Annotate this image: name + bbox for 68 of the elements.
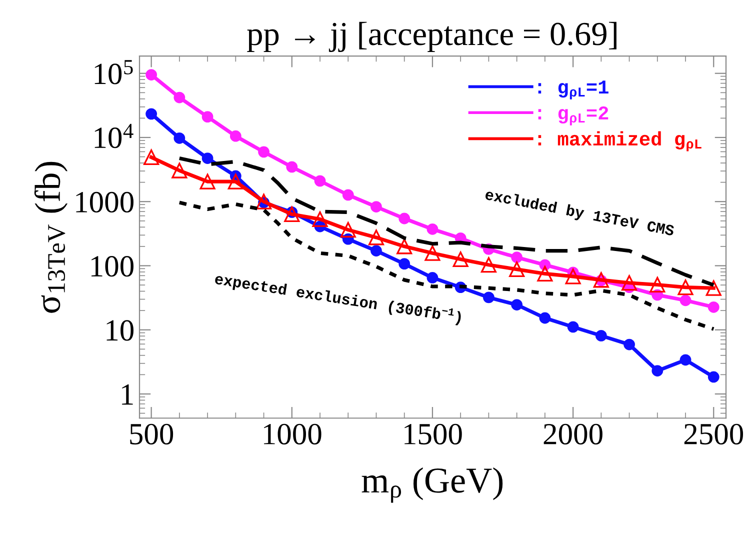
- point: [396, 238, 412, 254]
- y-axis-title: σ$_{13TeV}$ (fb): [34, 162, 68, 313]
- point: [680, 294, 692, 306]
- point: [426, 272, 438, 284]
- point: [426, 223, 438, 235]
- x-tick-label: 1000: [264, 424, 322, 444]
- point: [174, 132, 186, 144]
- point: [480, 257, 496, 273]
- y-tick-label: 10: [106, 320, 134, 341]
- point: [452, 252, 468, 268]
- point: [622, 275, 638, 291]
- x-axis-title: m$_{ρ}$ (GeV): [362, 467, 503, 503]
- point: [539, 312, 551, 324]
- annotation: excluded by 13TeV CMS: [484, 188, 675, 239]
- point: [144, 149, 160, 166]
- point: [708, 301, 720, 313]
- point: [200, 174, 216, 190]
- point: [174, 92, 186, 104]
- y-tick-label: 1: [122, 384, 133, 405]
- point: [509, 262, 525, 278]
- y-tick-label: 10$^{5}$: [94, 60, 133, 84]
- point: [314, 175, 326, 187]
- point: [312, 211, 328, 227]
- point: [680, 354, 692, 366]
- point: [511, 252, 523, 264]
- point: [340, 222, 356, 238]
- point: [652, 365, 664, 376]
- point: [424, 245, 440, 261]
- point: [398, 258, 410, 270]
- legend-label: : maximized g$_{ρL}$: [538, 131, 702, 152]
- point: [537, 266, 553, 282]
- point: [256, 194, 272, 210]
- point: [708, 371, 720, 383]
- point: [370, 201, 382, 212]
- y-tick-label: 1000: [76, 192, 134, 212]
- point: [650, 276, 666, 293]
- x-tick-label: 2500: [684, 424, 744, 444]
- point: [284, 206, 300, 222]
- legend-label: : g$_{ρL}$=1: [538, 80, 608, 100]
- point: [398, 212, 410, 224]
- x-tick-label: 500: [130, 424, 174, 444]
- point: [370, 245, 382, 256]
- x-tick-label: 2000: [544, 424, 602, 444]
- point: [595, 330, 607, 342]
- point: [342, 189, 354, 201]
- point: [228, 174, 244, 190]
- point: [678, 280, 694, 296]
- point: [202, 111, 214, 123]
- point: [286, 161, 298, 173]
- point: [567, 321, 579, 333]
- y-tick-label: 100: [91, 256, 134, 277]
- y-tick-label: 10$^{4}$: [94, 124, 134, 148]
- point: [565, 268, 581, 284]
- point: [706, 280, 722, 296]
- point: [146, 69, 158, 80]
- point: [258, 146, 270, 158]
- point: [202, 152, 214, 164]
- point: [483, 292, 494, 304]
- point: [368, 230, 384, 246]
- point: [172, 162, 188, 178]
- point: [146, 108, 158, 120]
- annotation: expected exclusion (300fb$^{−1}$): [214, 271, 462, 326]
- point: [624, 338, 635, 350]
- x-tick-label: 1500: [404, 424, 462, 444]
- point: [511, 299, 523, 310]
- point: [230, 130, 242, 142]
- legend-label: : g$_{ρL}$=2: [538, 106, 608, 126]
- chart-title: pp → jj [acceptance = 0.69]: [247, 22, 616, 52]
